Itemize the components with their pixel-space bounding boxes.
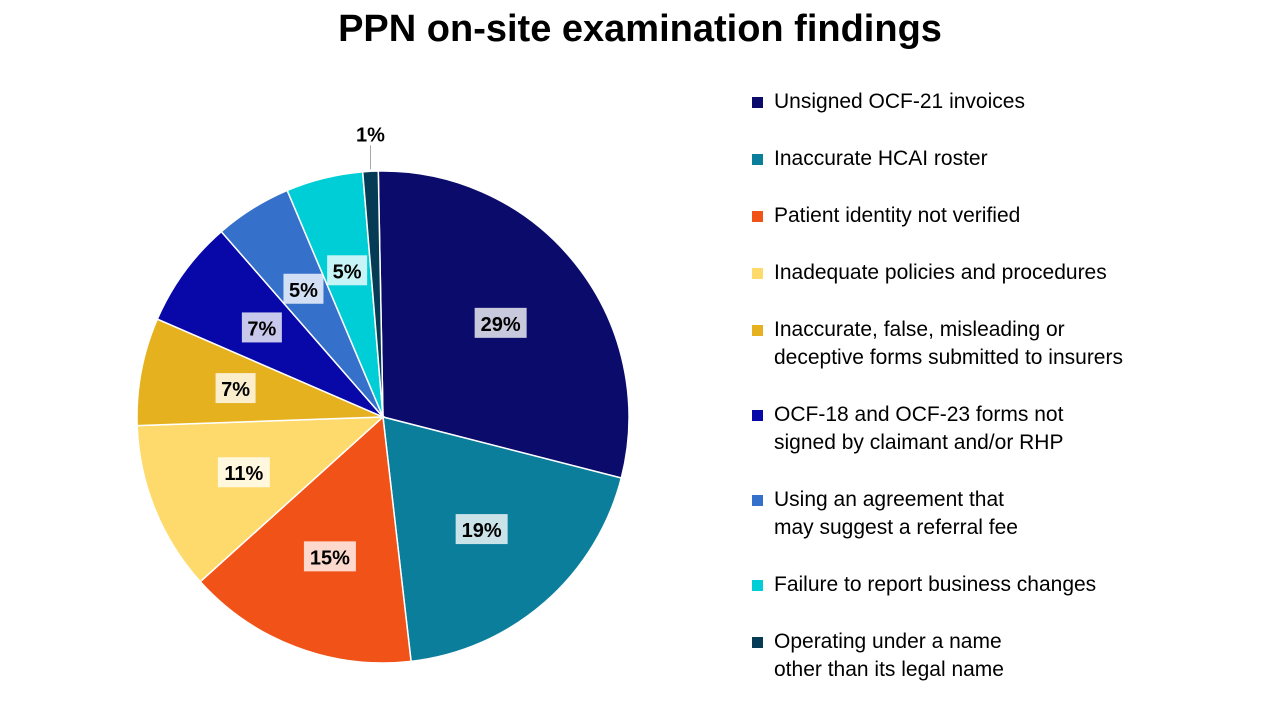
data-label: 1% [356,124,385,146]
legend-label: Patient identity not verified [774,204,1021,227]
legend-swatch [752,637,763,648]
data-label-background [455,514,508,545]
legend-swatch [752,97,763,108]
data-label: 7% [247,318,276,340]
legend-label: Operating under a name other than its le… [774,630,1004,681]
legend-swatch [752,325,763,336]
data-label: 19% [462,520,502,542]
data-label-background [474,307,527,338]
data-label: 29% [481,314,521,336]
data-label: 15% [310,547,350,569]
data-label-background [327,255,368,286]
legend-swatch [752,410,763,421]
legend-label: Inadequate policies and procedures [774,261,1107,284]
legend-swatch [752,211,763,222]
legend-label: Using an agreement that may suggest a re… [774,488,1018,539]
data-label-background [215,373,256,404]
pie-slice-inaccurate-false-misleading-or [136,318,384,427]
legend-swatch [752,268,763,279]
data-label: 5% [333,261,362,283]
data-label-background [303,541,356,572]
pie-slice-inadequate-policies-and-procedures [136,416,386,583]
chart-title: PPN on-site examination findings [338,8,942,50]
data-label: 11% [224,463,263,485]
legend-swatch [752,580,763,591]
legend-label: OCF-18 and OCF-23 forms not signed by cl… [774,403,1064,454]
pie-labels: 29% 19% 15% 11% 7% 7% 5% 5% 1% [215,124,527,572]
data-label: 5% [289,280,318,302]
pie-slice-operating-under-a-name [361,170,384,418]
legend-label: Inaccurate HCAI roster [774,147,988,170]
data-label-background [241,312,282,343]
pie-slices [136,170,630,664]
pie-slice-patient-identity-not-verified [199,415,412,664]
data-label-background [283,273,324,304]
data-label: 7% [221,379,250,401]
legend-label: Inaccurate, false, misleading or decepti… [774,318,1123,369]
legend-label: Failure to report business changes [774,573,1097,596]
legend-label: Unsigned OCF-21 invoices [774,90,1025,113]
legend-swatch [752,154,763,165]
legend-swatch [752,495,763,506]
data-label-background [217,457,270,488]
